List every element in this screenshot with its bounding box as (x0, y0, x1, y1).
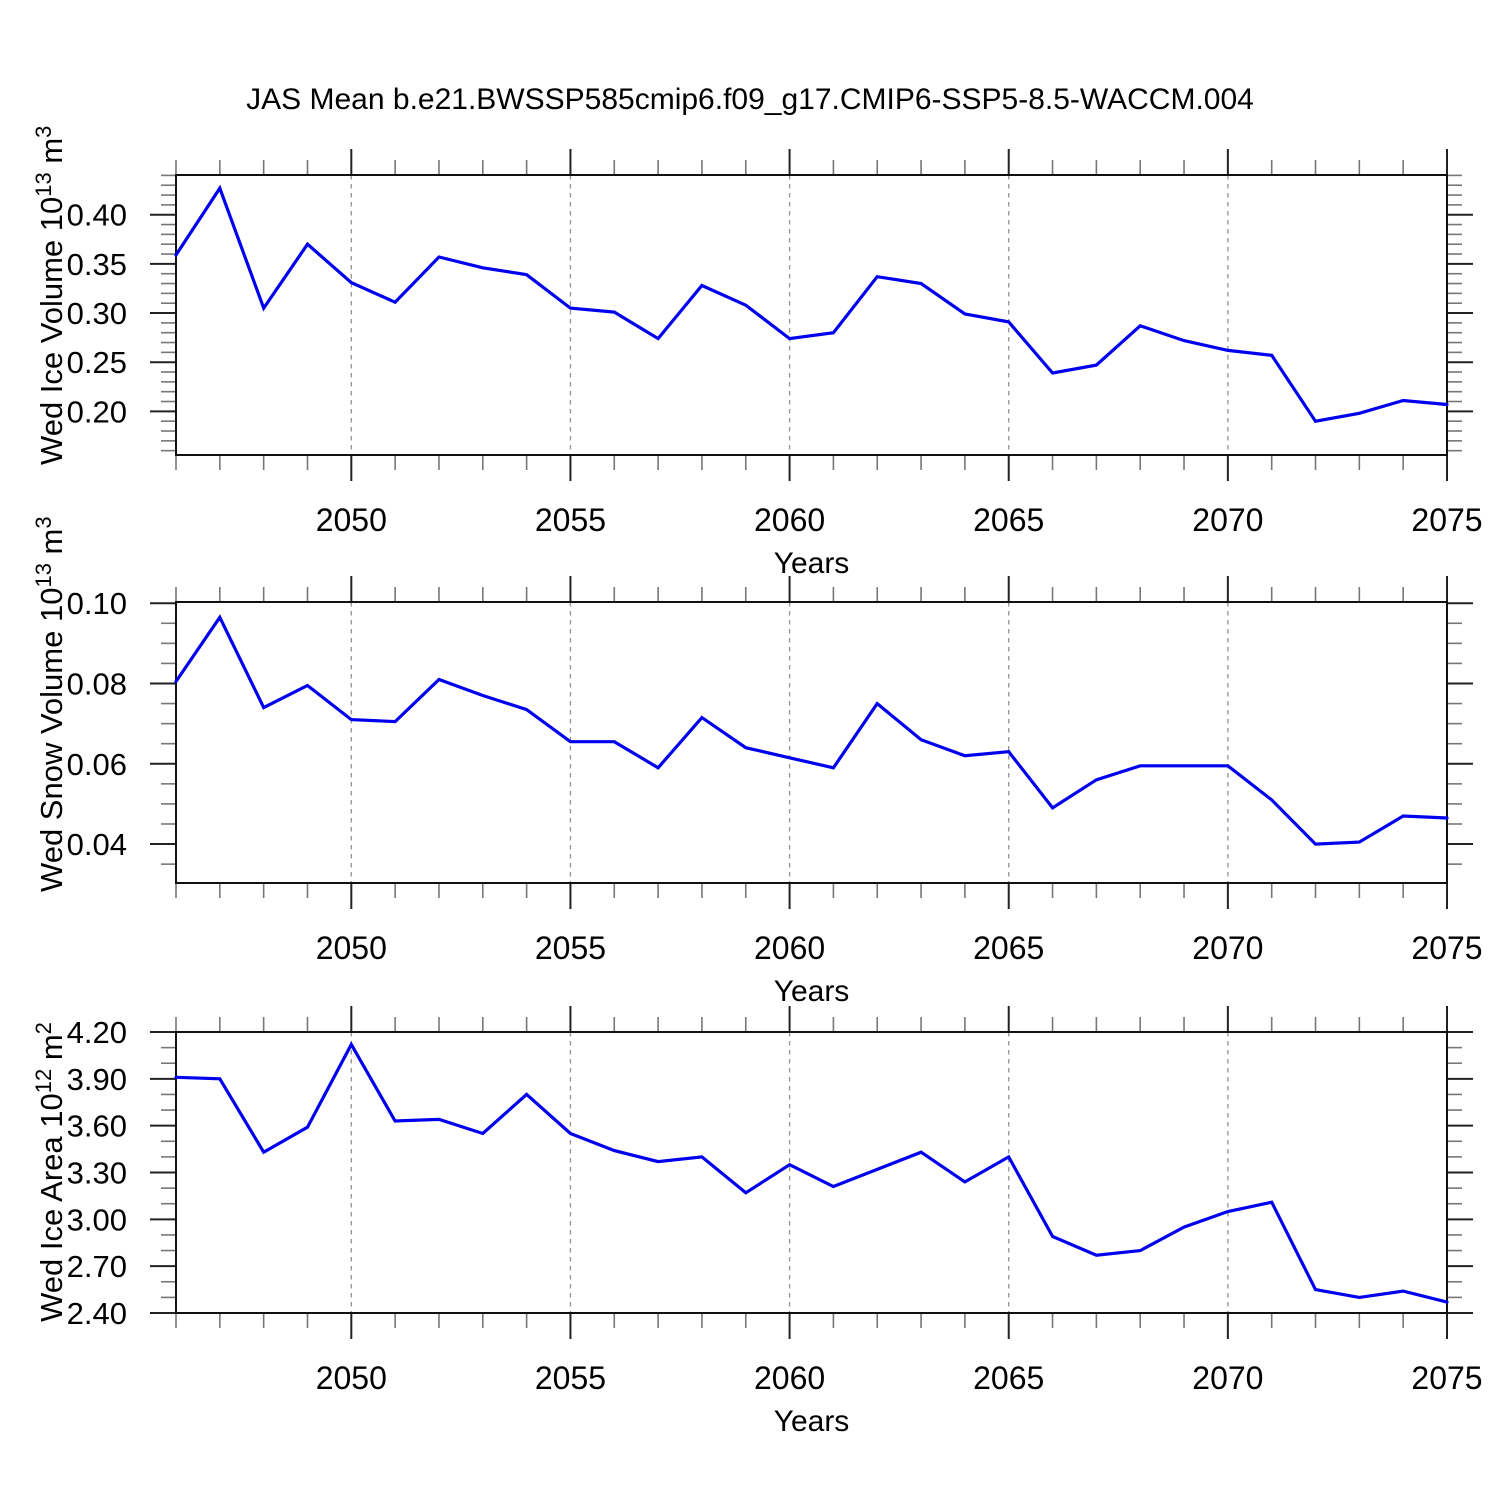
y-tick-label: 0.20 (67, 394, 127, 429)
x-tick-label: 2070 (1192, 1360, 1263, 1396)
x-tick-label: 2075 (1411, 502, 1482, 538)
x-tick-label: 2050 (316, 502, 387, 538)
y-tick-label: 0.08 (67, 666, 127, 701)
x-tick-label: 2050 (316, 930, 387, 966)
y-tick-label: 4.20 (67, 1015, 127, 1050)
y-tick-label: 0.35 (67, 247, 127, 282)
x-tick-label: 2075 (1411, 1360, 1482, 1396)
y-tick-label: 3.90 (67, 1062, 127, 1097)
y-tick-label: 3.30 (67, 1156, 127, 1191)
data-line (174, 614, 1449, 846)
panel-wed-ice-area-plot: 2050 2055 2060 2065 2070 2075 2.40 2.70 3.00 3.30… (67, 1006, 1483, 1396)
data-line (174, 1041, 1449, 1304)
x-tick-label: 2065 (973, 930, 1044, 966)
x-tick-label: 2055 (535, 930, 606, 966)
data-line (174, 184, 1449, 423)
panel-wed-ice-volume-plot: 2050 2055 2060 2065 2070 2075 0.20 0.25 0.30 0.35… (67, 149, 1483, 538)
x-tick-label: 2070 (1192, 502, 1263, 538)
y-tick-label: 3.00 (67, 1202, 127, 1237)
x-tick-label: 2065 (973, 502, 1044, 538)
y-tick-label: 0.30 (67, 296, 127, 331)
x-tick-label: 2055 (535, 1360, 606, 1396)
x-axis-title-panel-3: Years (773, 1405, 850, 1438)
plot-frame (175, 601, 1448, 884)
x-axis-title-panel-2: Years (773, 975, 850, 1008)
x-tick-label: 2060 (754, 930, 825, 966)
x-tick-label: 2060 (754, 502, 825, 538)
y-tick-label: 0.04 (67, 827, 127, 862)
plot-frame (175, 1031, 1448, 1314)
y-tick-label: 0.10 (67, 586, 127, 621)
y-tick-label: 0.06 (67, 747, 127, 782)
x-tick-label: 2050 (316, 1360, 387, 1396)
y-tick-label: 0.40 (67, 198, 127, 233)
y-tick-label: 2.70 (67, 1249, 127, 1284)
x-tick-label: 2070 (1192, 930, 1263, 966)
x-tick-label: 2075 (1411, 930, 1482, 966)
y-tick-label: 0.25 (67, 345, 127, 380)
y-tick-label: 2.40 (67, 1296, 127, 1331)
chart-title: JAS Mean b.e21.BWSSP585cmip6.f09_g17.CMI… (246, 83, 1254, 116)
panel-wed-snow-volume-plot: 2050 2055 2060 2065 2070 2075 0.04 0.06 0.08 0.10 (67, 576, 1483, 966)
plot-frame (175, 174, 1448, 456)
x-axis-title-panel-1: Years (773, 547, 850, 580)
x-tick-label: 2060 (754, 1360, 825, 1396)
x-tick-label: 2065 (973, 1360, 1044, 1396)
x-tick-label: 2055 (535, 502, 606, 538)
y-tick-label: 3.60 (67, 1109, 127, 1144)
